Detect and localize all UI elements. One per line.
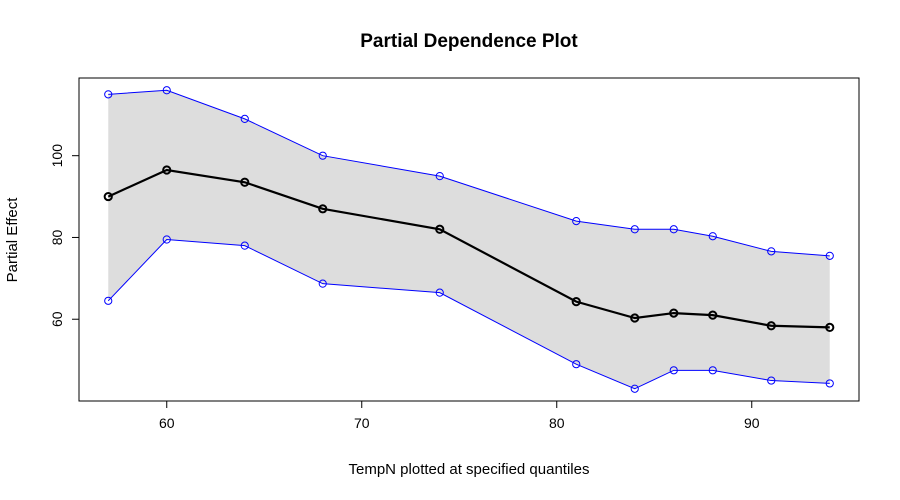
estimate-point: [630, 313, 640, 323]
x-tick-label: 60: [159, 415, 175, 431]
estimate-point: [825, 322, 835, 333]
upper-point: [630, 225, 639, 234]
x-tick-label: 70: [354, 415, 370, 431]
upper-point: [435, 172, 444, 181]
x-tick-label: 80: [549, 415, 565, 431]
y-tick-label: 60: [49, 311, 65, 327]
estimate-point: [669, 308, 679, 318]
upper-line: [108, 89, 830, 257]
lower-point: [767, 376, 776, 385]
estimate-series: [103, 165, 835, 333]
upper-point: [572, 217, 581, 226]
lower-point: [572, 360, 581, 369]
chart-title: Partial Dependence Plot: [360, 31, 578, 52]
upper-point: [318, 151, 327, 160]
upper-point: [104, 90, 113, 99]
upper-series: [104, 86, 834, 260]
y-tick-label: 80: [49, 229, 65, 245]
lower-series: [104, 235, 834, 393]
estimate-point: [240, 177, 250, 187]
upper-point: [669, 225, 678, 234]
y-tick-label: 100: [49, 144, 65, 168]
lower-point: [162, 235, 171, 244]
x-axis-label: TempN plotted at specified quantiles: [349, 461, 590, 478]
upper-point: [825, 251, 834, 260]
upper-point: [708, 232, 717, 241]
y-axis-label: Partial Effect: [4, 197, 21, 283]
lower-point: [240, 241, 249, 250]
series-layer: [103, 86, 835, 393]
lower-point: [435, 288, 444, 297]
confidence-band-area: [108, 90, 830, 389]
estimate-point: [435, 224, 445, 234]
upper-point: [162, 86, 171, 95]
estimate-point: [766, 321, 776, 331]
upper-point: [767, 247, 776, 256]
lower-line: [107, 238, 830, 390]
x-axis: 60 70 80 90: [159, 400, 760, 431]
lower-point: [708, 366, 717, 375]
estimate-point: [103, 191, 113, 202]
lower-point: [825, 379, 834, 388]
estimate-point: [318, 204, 328, 214]
lower-point: [104, 296, 113, 305]
estimate-point: [708, 310, 718, 320]
lower-point: [318, 279, 327, 288]
lower-point: [630, 384, 639, 393]
x-tick-label: 90: [744, 415, 760, 431]
confidence-band: [108, 90, 830, 389]
upper-point: [240, 114, 249, 123]
estimate-line: [107, 168, 830, 329]
estimate-point: [571, 297, 581, 307]
lower-point: [669, 366, 678, 375]
y-axis: 60 80 100: [49, 144, 80, 327]
estimate-point: [162, 165, 172, 175]
